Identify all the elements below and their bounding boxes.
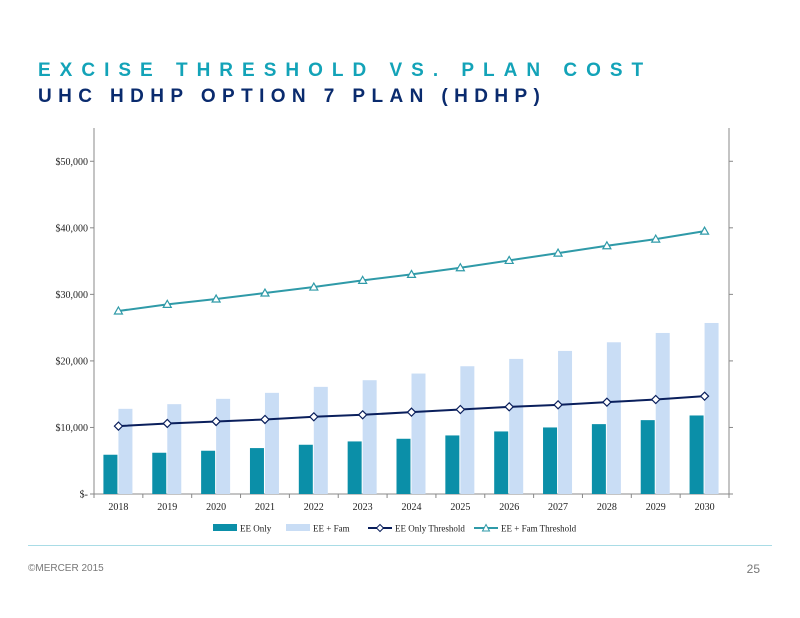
bar-ee-fam bbox=[509, 358, 524, 494]
x-tick-label: 2028 bbox=[597, 502, 617, 513]
bar-ee-only bbox=[201, 450, 216, 494]
bar-ee-only bbox=[298, 444, 313, 494]
x-tick-label: 2027 bbox=[548, 502, 568, 513]
bar-ee-only bbox=[445, 435, 460, 494]
ee-only-threshold-point bbox=[602, 397, 612, 408]
x-tick-label: 2026 bbox=[499, 502, 519, 513]
ee-only-threshold-point bbox=[260, 414, 270, 425]
bar-ee-only bbox=[494, 431, 509, 494]
ee-only-threshold-point bbox=[162, 418, 173, 429]
bar-ee-only bbox=[347, 441, 362, 494]
chart-title: EXCISE THRESHOLD VS. PLAN COST bbox=[38, 60, 653, 81]
x-tick-label: 2018 bbox=[108, 502, 128, 513]
footer-divider bbox=[28, 545, 772, 546]
ee-fam-threshold-point bbox=[162, 299, 173, 308]
ee-fam-threshold-point bbox=[699, 225, 710, 235]
x-tick-label: 2021 bbox=[255, 502, 275, 513]
ee-fam-threshold-point bbox=[650, 233, 661, 243]
bar-ee-fam bbox=[606, 342, 621, 494]
legend-label: EE Only Threshold bbox=[395, 524, 465, 534]
ee-fam-threshold-point bbox=[211, 293, 222, 303]
ee-only-threshold-point bbox=[113, 421, 124, 431]
ee-only-threshold-point bbox=[308, 411, 319, 422]
ee-only-threshold-point bbox=[553, 399, 563, 410]
y-tick-label: $- bbox=[80, 490, 88, 501]
x-tick-label: 2020 bbox=[206, 502, 226, 513]
bar-ee-fam bbox=[558, 350, 573, 494]
bar-ee-fam bbox=[313, 386, 328, 494]
ee-fam-threshold-point bbox=[504, 255, 515, 265]
ee-only-threshold-point bbox=[455, 404, 466, 415]
bar-ee-only bbox=[152, 452, 167, 494]
chart-subtitle: UHC HDHP OPTION 7 PLAN (HDHP) bbox=[38, 86, 547, 107]
ee-fam-threshold-point bbox=[455, 262, 466, 272]
y-tick-label: $40,000 bbox=[56, 223, 89, 234]
ee-only-threshold-point bbox=[406, 407, 417, 417]
bar-ee-fam bbox=[264, 392, 279, 494]
y-tick-label: $30,000 bbox=[56, 290, 89, 301]
page-number: 25 bbox=[746, 562, 760, 576]
bar-ee-only bbox=[591, 424, 606, 494]
x-tick-label: 2030 bbox=[695, 502, 715, 513]
x-tick-label: 2019 bbox=[157, 502, 177, 513]
legend-marker bbox=[481, 523, 491, 532]
x-tick-label: 2024 bbox=[402, 502, 422, 513]
legend-swatch bbox=[213, 524, 237, 531]
bar-ee-only bbox=[396, 438, 411, 494]
bar-ee-fam bbox=[167, 404, 182, 494]
ee-fam-threshold-point bbox=[259, 287, 270, 297]
ee-only-threshold-point bbox=[504, 401, 515, 412]
legend-label: EE + Fam bbox=[313, 524, 350, 534]
bar-ee-only bbox=[249, 448, 264, 494]
x-tick-label: 2025 bbox=[450, 502, 470, 513]
ee-fam-threshold-point bbox=[553, 247, 564, 257]
y-tick-label: $20,000 bbox=[56, 356, 89, 367]
chart: $- $10,000 $20,000 $30,000 $40,000 $50,000 201… bbox=[56, 128, 733, 534]
x-tick-label: 2023 bbox=[353, 502, 373, 513]
ee-fam-threshold-point bbox=[113, 305, 124, 315]
bar-ee-fam bbox=[655, 332, 670, 494]
bar-ee-only bbox=[689, 415, 704, 494]
legend-item: EE Only bbox=[213, 524, 272, 534]
bar-ee-fam bbox=[460, 366, 475, 494]
x-tick-label: 2022 bbox=[304, 502, 324, 513]
y-tick-label: $50,000 bbox=[56, 157, 89, 168]
bar-ee-only bbox=[640, 420, 655, 494]
bar-ee-only bbox=[543, 427, 558, 494]
bar-ee-fam bbox=[118, 408, 133, 494]
ee-fam-threshold-point bbox=[601, 240, 612, 250]
x-tick-label: 2029 bbox=[646, 502, 666, 513]
copyright-text: ©MERCER 2015 bbox=[28, 563, 104, 574]
ee-fam-threshold-point bbox=[357, 275, 368, 284]
ee-only-threshold-point bbox=[357, 409, 368, 420]
y-tick-label: $10,000 bbox=[56, 423, 89, 434]
ee-fam-threshold-point bbox=[308, 281, 319, 291]
bar-ee-only bbox=[103, 454, 118, 494]
legend-swatch bbox=[286, 524, 310, 531]
legend-label: EE Only bbox=[240, 524, 272, 534]
legend-marker bbox=[375, 523, 385, 533]
legend-item: EE Only Threshold bbox=[368, 524, 465, 534]
legend-item: EE + Fam bbox=[286, 524, 350, 534]
legend-item: EE + Fam Threshold bbox=[474, 523, 577, 534]
ee-only-threshold-point bbox=[699, 391, 710, 402]
ee-only-threshold-point bbox=[211, 416, 221, 427]
bar-ee-fam bbox=[216, 398, 231, 494]
legend-label: EE + Fam Threshold bbox=[501, 524, 577, 534]
bar-ee-fam bbox=[704, 322, 719, 494]
ee-fam-threshold-point bbox=[406, 269, 417, 278]
bar-ee-fam bbox=[411, 373, 426, 494]
ee-only-threshold-point bbox=[650, 394, 661, 405]
bar-ee-fam bbox=[362, 380, 377, 494]
